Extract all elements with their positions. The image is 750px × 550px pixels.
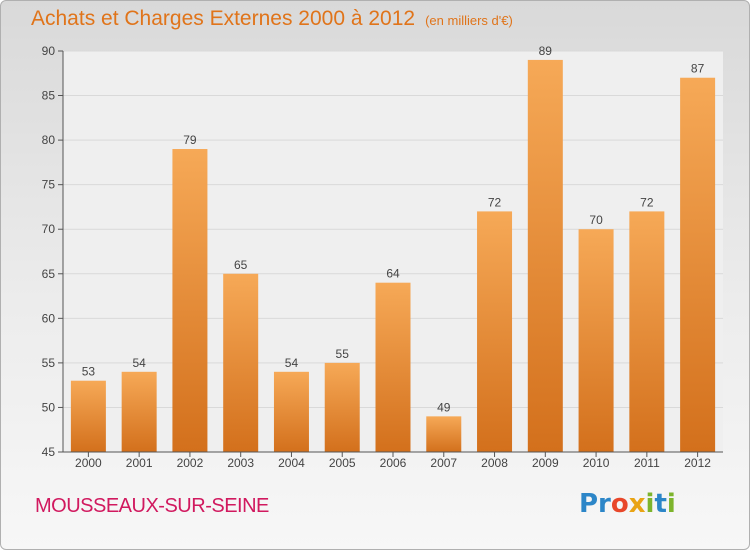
y-tick-label: 60 — [42, 311, 56, 325]
value-label-2004: 54 — [285, 356, 299, 370]
y-tick-label: 55 — [42, 356, 56, 370]
x-tick-label-2011: 2011 — [634, 456, 660, 470]
value-label-2007: 49 — [437, 400, 451, 414]
y-tick-label: 75 — [42, 178, 56, 192]
bar-2002 — [172, 149, 208, 452]
chart-title-text: Achats et Charges Externes 2000 à 2012 — [31, 7, 416, 30]
value-label-2011: 72 — [640, 195, 654, 209]
x-tick-label-2003: 2003 — [227, 456, 254, 470]
bar-2001 — [121, 371, 157, 452]
logo-part-6: i — [666, 489, 676, 519]
chart-title: Achats et Charges Externes 2000 à 2012 (e… — [31, 7, 513, 31]
value-label-2003: 65 — [234, 258, 248, 272]
bar-2006 — [375, 282, 411, 452]
y-tick-label: 85 — [42, 89, 56, 103]
x-tick-label-2004: 2004 — [278, 456, 305, 470]
y-tick-label: 65 — [42, 267, 56, 281]
y-tick-label: 80 — [42, 133, 56, 147]
x-tick-label-2001: 2001 — [126, 456, 153, 470]
y-tick-label: 70 — [42, 222, 56, 236]
bar-2007 — [426, 416, 462, 452]
y-tick-label: 45 — [42, 445, 56, 459]
bar-2012 — [680, 77, 716, 452]
x-tick-label-2002: 2002 — [177, 456, 204, 470]
x-tick-label-2000: 2000 — [75, 456, 102, 470]
bar-2009 — [527, 59, 563, 453]
x-tick-label-2010: 2010 — [583, 456, 610, 470]
bar-2005 — [324, 362, 360, 452]
logo-part-2: o — [610, 489, 629, 519]
value-label-2000: 53 — [82, 365, 96, 379]
logo-part-5: t — [654, 489, 667, 519]
x-tick-label-2005: 2005 — [329, 456, 356, 470]
value-label-2001: 54 — [132, 356, 146, 370]
bar-2010 — [578, 229, 614, 452]
logo-part-4: i — [645, 489, 655, 519]
x-tick-label-2006: 2006 — [380, 456, 407, 470]
value-label-2008: 72 — [488, 195, 502, 209]
y-tick-label: 50 — [42, 400, 56, 414]
city-name: MOUSSEAUX-SUR-SEINE — [35, 495, 269, 517]
x-tick-label-2007: 2007 — [430, 456, 457, 470]
x-tick-label-2009: 2009 — [532, 456, 559, 470]
value-label-2010: 70 — [589, 213, 603, 227]
proxiti-logo[interactable]: Proxiti — [579, 489, 676, 519]
logo-part-3: x — [628, 489, 646, 519]
bar-2011 — [629, 211, 665, 452]
x-tick-label-2012: 2012 — [684, 456, 711, 470]
value-label-2002: 79 — [183, 133, 197, 147]
value-label-2005: 55 — [336, 347, 350, 361]
chart-unit: (en milliers d'€) — [425, 13, 513, 28]
logo-part-1: Pr — [579, 489, 611, 519]
value-label-2009: 89 — [539, 44, 553, 58]
bar-2004 — [273, 371, 309, 452]
bar-2000 — [70, 380, 106, 452]
value-label-2012: 87 — [691, 62, 705, 76]
value-label-2006: 64 — [386, 267, 400, 281]
bar-2003 — [223, 273, 259, 452]
x-tick-label-2008: 2008 — [481, 456, 508, 470]
y-tick-label: 90 — [42, 44, 56, 58]
bar-2008 — [477, 211, 513, 452]
